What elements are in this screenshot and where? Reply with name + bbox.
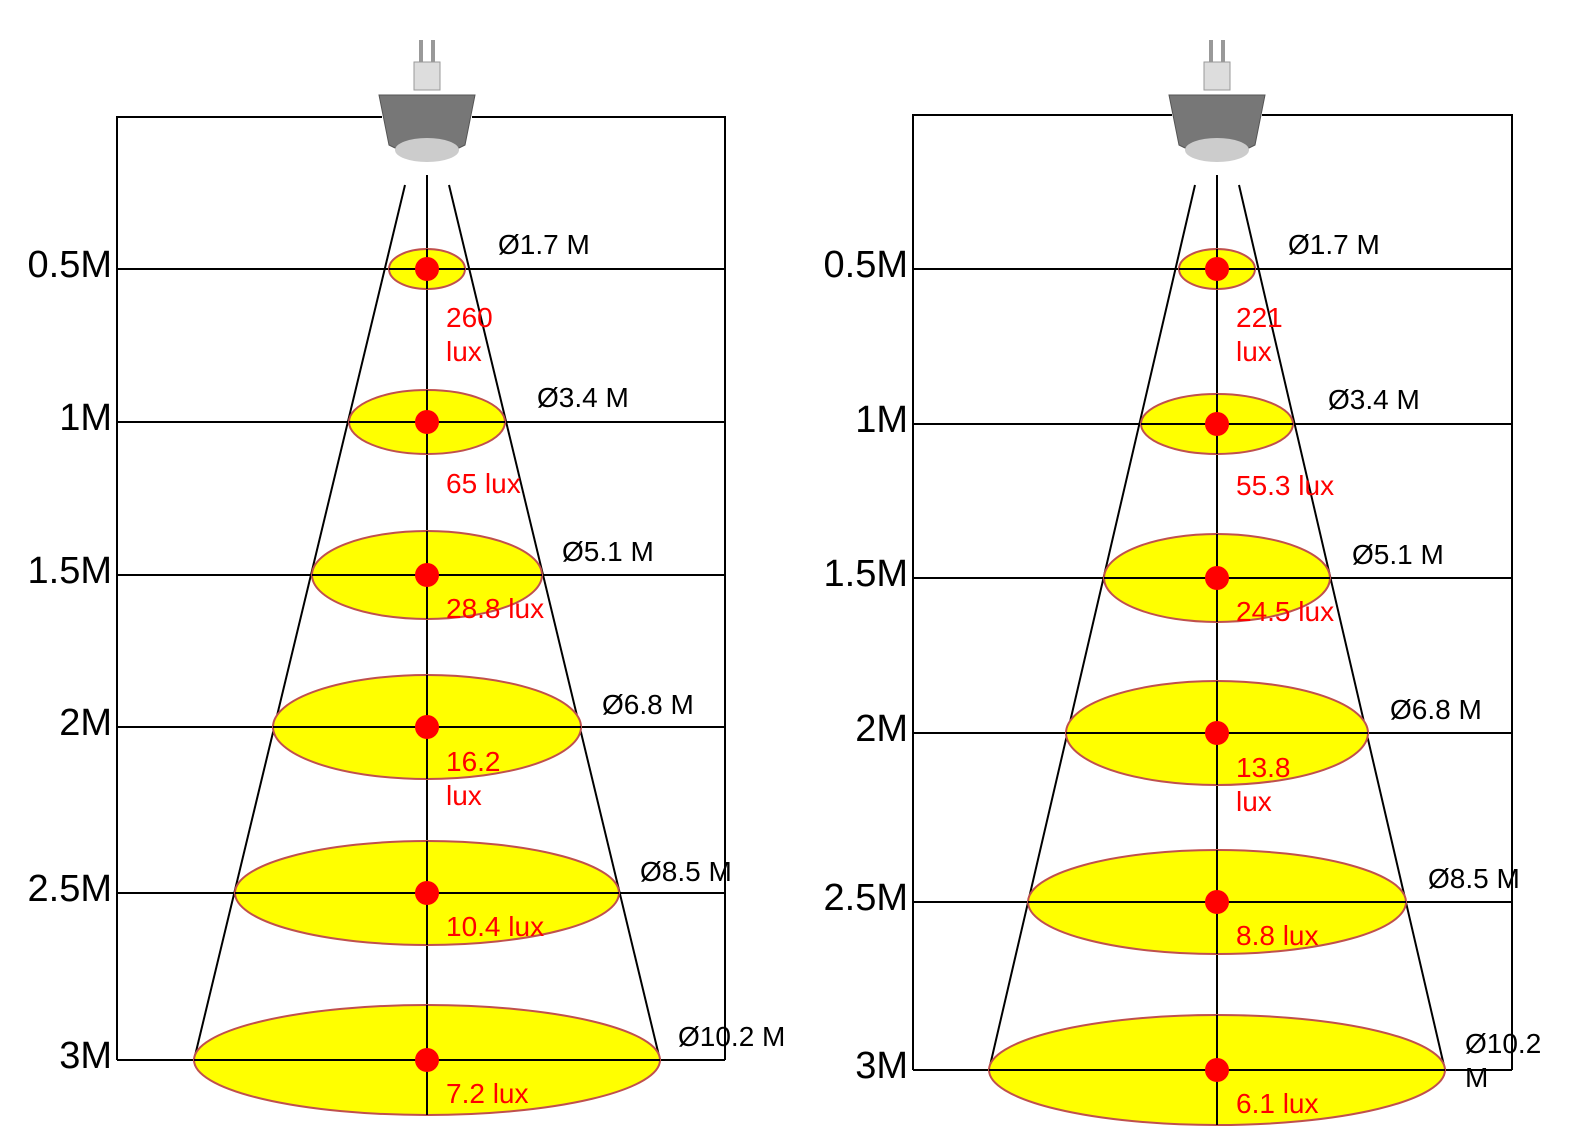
lux-label: 55.3 lux: [1236, 470, 1335, 501]
center-dot: [1205, 721, 1229, 745]
lux-label: 10.4 lux: [446, 911, 545, 942]
cone-edge: [193, 184, 406, 1061]
bulb-pin: [431, 40, 435, 65]
diameter-label: Ø5.1 M: [1352, 539, 1444, 570]
lux-label: 16.2 lux: [446, 746, 501, 811]
diameter-label: Ø10.2 M: [1465, 1028, 1542, 1093]
distance-label: 0.5M: [823, 244, 908, 286]
distance-label: 2M: [59, 702, 112, 744]
frame: [1262, 114, 1513, 1070]
bulb-base: [1203, 61, 1231, 91]
diameter-label: Ø8.5 M: [640, 856, 732, 887]
lux-label: 28.8 lux: [446, 593, 545, 624]
diameter-label: Ø6.8 M: [1390, 694, 1482, 725]
bulb-lens: [1185, 138, 1249, 162]
frame: [472, 116, 726, 1060]
center-dot: [1205, 890, 1229, 914]
center-dot: [1205, 1058, 1229, 1082]
bulb-lens: [395, 138, 459, 162]
bulb-pin: [419, 40, 423, 65]
diameter-label: Ø1.7 M: [498, 229, 590, 260]
center-dot: [1205, 412, 1229, 436]
diameter-label: Ø1.7 M: [1288, 229, 1380, 260]
cone-edge: [448, 184, 661, 1061]
distance-label: 0.5M: [27, 244, 112, 286]
lux-label: 6.1 lux: [1236, 1088, 1319, 1119]
distance-label: 2M: [855, 708, 908, 750]
diameter-label: Ø5.1 M: [562, 536, 654, 567]
center-dot: [415, 1048, 439, 1072]
diameter-label: Ø8.5 M: [1428, 863, 1520, 894]
lux-label: 24.5 lux: [1236, 596, 1335, 627]
cone-edge: [988, 184, 1196, 1071]
bulb-pin: [1221, 40, 1225, 65]
lux-label: 7.2 lux: [446, 1078, 529, 1109]
center-dot: [415, 410, 439, 434]
distance-label: 2.5M: [27, 868, 112, 910]
center-dot: [415, 881, 439, 905]
frame: [116, 116, 382, 1060]
center-dot: [415, 563, 439, 587]
lux-label: 260 lux: [446, 302, 493, 367]
distance-label: 1.5M: [27, 550, 112, 592]
frame: [912, 114, 1172, 1070]
distance-label: 1M: [855, 399, 908, 441]
center-dot: [415, 257, 439, 281]
center-dot: [1205, 566, 1229, 590]
diameter-label: Ø6.8 M: [602, 689, 694, 720]
cone-edge: [1238, 184, 1446, 1071]
bulb-base: [413, 61, 441, 91]
diameter-label: Ø10.2 M: [678, 1021, 786, 1052]
bulb-pin: [1209, 40, 1213, 65]
center-dot: [1205, 257, 1229, 281]
distance-label: 2.5M: [823, 877, 908, 919]
distance-label: 3M: [855, 1045, 908, 1087]
diameter-label: Ø3.4 M: [1328, 384, 1420, 415]
lux-label: 8.8 lux: [1236, 920, 1319, 951]
lux-label: 65 lux: [446, 468, 521, 499]
lux-label: 13.8 lux: [1236, 752, 1291, 817]
distance-label: 3M: [59, 1035, 112, 1077]
lux-label: 221 lux: [1236, 302, 1283, 367]
distance-label: 1M: [59, 397, 112, 439]
diameter-label: Ø3.4 M: [537, 382, 629, 413]
distance-label: 1.5M: [823, 553, 908, 595]
center-dot: [415, 715, 439, 739]
